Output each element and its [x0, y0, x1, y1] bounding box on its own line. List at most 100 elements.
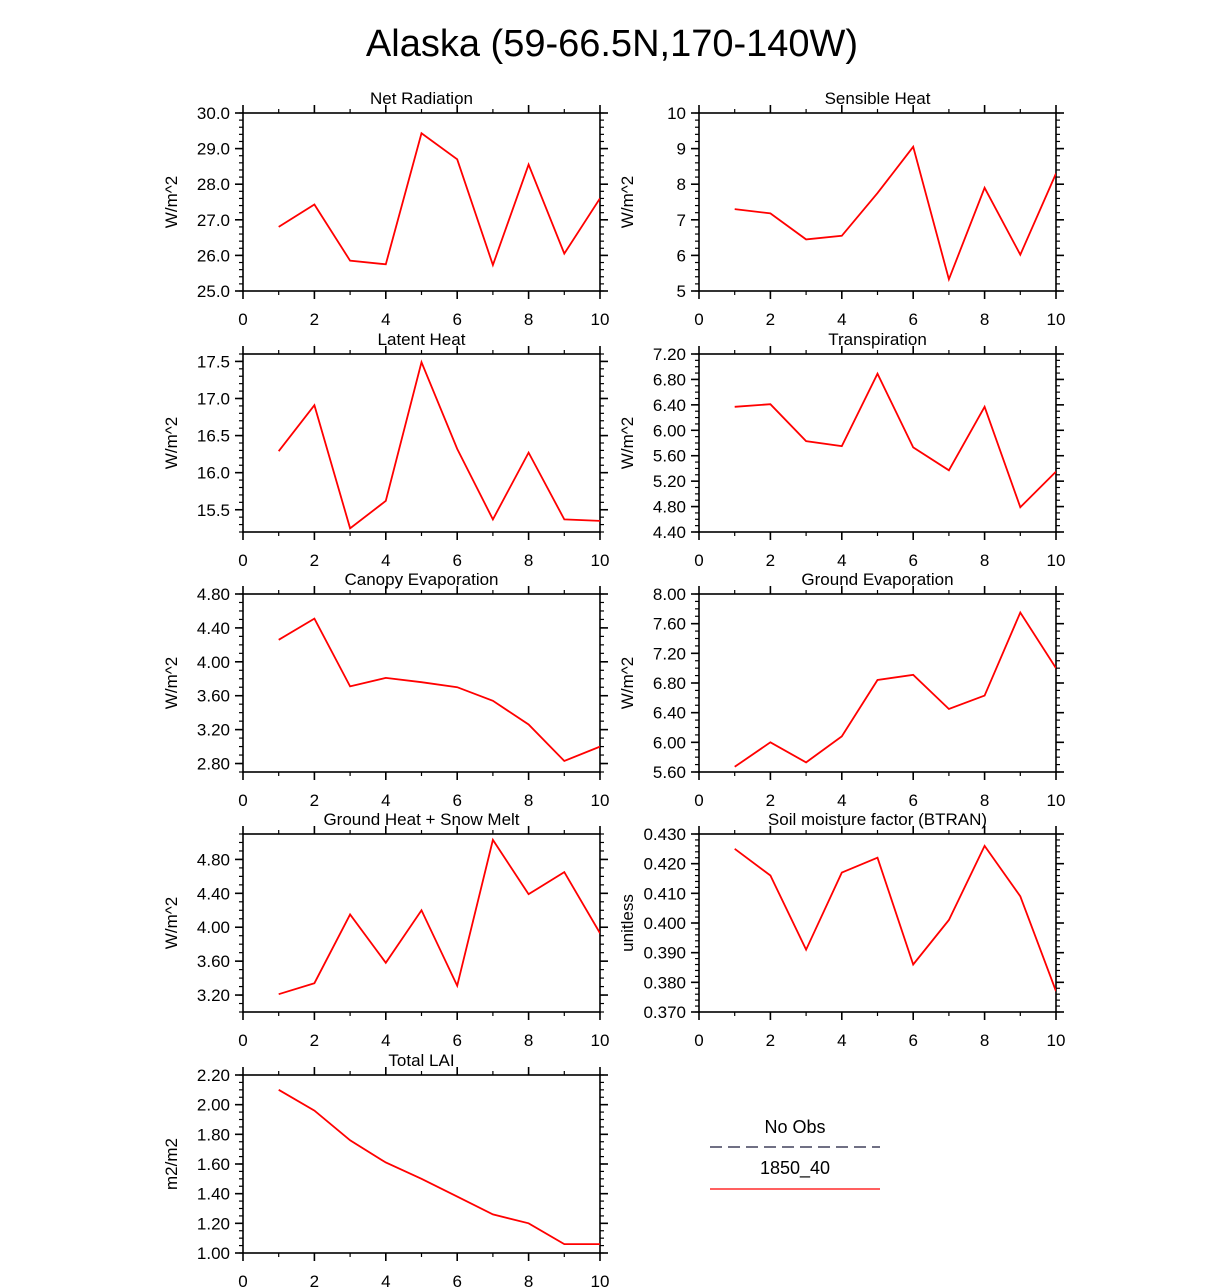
y-tick-label: 7.20: [653, 345, 686, 364]
x-tick-label: 2: [766, 791, 775, 810]
panel-ground-heat-snow-melt: Ground Heat + Snow Melt W/m^2 3.20 3.60 4.00…: [162, 810, 609, 1050]
y-tick-label: 10: [667, 104, 686, 123]
y-tick-label: 5.60: [653, 763, 686, 782]
x-tick-label: 0: [694, 791, 703, 810]
panel-sensible-heat: Sensible Heat W/m^2 5 6 7 8 9 10 0 2 4 6 8 10: [618, 89, 1065, 329]
y-tick-label: 0.380: [643, 973, 686, 992]
x-tick-label: 10: [591, 1031, 610, 1050]
y-tick-label: 6.80: [653, 674, 686, 693]
plot-frame: [698, 833, 1057, 1013]
x-tick-label: 10: [1047, 310, 1066, 329]
y-tick-label: 29.0: [197, 140, 230, 159]
y-tick-label: 0.390: [643, 944, 686, 963]
x-tick-label: 4: [837, 791, 846, 810]
y-tick-label: 1.00: [197, 1244, 230, 1263]
series-line-1850_40: [278, 617, 600, 763]
y-tick-label: 0.410: [643, 884, 686, 903]
x-tick-label: 8: [524, 310, 533, 329]
x-tick-label: 6: [908, 1031, 917, 1050]
x-tick-label: 6: [908, 551, 917, 570]
x-tick-label: 10: [591, 551, 610, 570]
y-tick-label: 4.40: [653, 523, 686, 542]
x-tick-label: 6: [452, 551, 461, 570]
y-tick-label: 4.80: [197, 585, 230, 604]
x-tick-label: 6: [908, 310, 917, 329]
y-tick-label: 3.20: [197, 721, 230, 740]
x-tick-label: 2: [310, 310, 319, 329]
y-tick-label: 1.40: [197, 1185, 230, 1204]
y-tick-label: 5: [677, 282, 686, 301]
x-tick-label: 6: [452, 1272, 461, 1288]
y-tick-label: 1.20: [197, 1214, 230, 1233]
panel-title: Latent Heat: [378, 330, 466, 349]
x-tick-label: 2: [310, 1272, 319, 1288]
y-tick-label: 9: [677, 140, 686, 159]
x-tick-label: 2: [310, 551, 319, 570]
x-tick-label: 4: [837, 551, 846, 570]
series-line-1850_40: [278, 1089, 600, 1245]
series-line-1850_40: [278, 837, 600, 996]
x-tick-label: 8: [980, 551, 989, 570]
panel-net-radiation: Net Radiation W/m^2 25.0 26.0 27.0 28.0 29.0 30…: [162, 89, 609, 329]
x-tick-label: 8: [524, 551, 533, 570]
y-axis-label: W/m^2: [618, 657, 637, 709]
series-line-1850_40: [278, 131, 600, 268]
y-tick-label: 17.0: [197, 390, 230, 409]
x-tick-label: 10: [591, 1272, 610, 1288]
x-tick-label: 2: [310, 1031, 319, 1050]
y-tick-label: 4.00: [197, 918, 230, 937]
x-tick-label: 4: [837, 310, 846, 329]
y-tick-label: 30.0: [197, 104, 230, 123]
y-tick-label: 2.00: [197, 1096, 230, 1115]
x-tick-label: 0: [694, 1031, 703, 1050]
figure-title: Alaska (59-66.5N,170-140W): [366, 23, 858, 65]
y-axis-label: unitless: [618, 894, 637, 952]
y-tick-label: 0.400: [643, 914, 686, 933]
y-axis-label: W/m^2: [162, 417, 181, 469]
series-line-1850_40: [734, 610, 1056, 768]
x-tick-label: 0: [238, 1031, 247, 1050]
x-tick-label: 0: [238, 310, 247, 329]
x-tick-label: 6: [908, 791, 917, 810]
panel-title: Ground Heat + Snow Melt: [323, 810, 519, 829]
panel-latent-heat: Latent Heat W/m^2 15.5 16.0 16.5 17.0 17.5 0 2 4 6…: [162, 330, 609, 570]
x-tick-label: 4: [381, 1031, 390, 1050]
plot-frame: [242, 353, 601, 533]
panel-transpiration: Transpiration W/m^2 4.40 4.80 5.20 5.60 6.00 6.…: [618, 330, 1065, 570]
panel-soil-moisture-factor: Soil moisture factor (BTRAN) unitless 0.37…: [618, 810, 1065, 1050]
panel-title: Total LAI: [388, 1051, 454, 1070]
series-line-1850_40: [277, 359, 600, 530]
x-tick-label: 10: [1047, 791, 1066, 810]
panel-title: Canopy Evaporation: [344, 570, 498, 589]
plot-frame: [698, 112, 1057, 292]
y-axis-label: W/m^2: [162, 657, 181, 709]
y-tick-label: 16.5: [197, 427, 230, 446]
y-tick-label: 7.60: [653, 615, 686, 634]
y-tick-label: 1.60: [197, 1155, 230, 1174]
x-tick-label: 0: [694, 551, 703, 570]
x-tick-label: 8: [524, 791, 533, 810]
y-tick-label: 1.80: [197, 1125, 230, 1144]
y-tick-label: 5.60: [653, 447, 686, 466]
x-tick-label: 2: [310, 791, 319, 810]
y-tick-label: 6.00: [653, 733, 686, 752]
x-tick-label: 4: [837, 1031, 846, 1050]
x-tick-label: 0: [238, 551, 247, 570]
y-tick-label: 0.420: [643, 855, 686, 874]
series-line-1850_40: [734, 371, 1056, 509]
x-tick-label: 8: [980, 1031, 989, 1050]
y-tick-label: 2.20: [197, 1066, 230, 1085]
y-tick-label: 3.60: [197, 952, 230, 971]
y-tick-label: 6: [677, 246, 686, 265]
y-tick-label: 4.80: [197, 850, 230, 869]
y-tick-label: 0.370: [643, 1003, 686, 1022]
x-tick-label: 8: [524, 1031, 533, 1050]
plot-frame: [698, 353, 1057, 533]
x-tick-label: 6: [452, 1031, 461, 1050]
x-tick-label: 4: [381, 551, 390, 570]
y-tick-label: 6.40: [653, 396, 686, 415]
x-tick-label: 2: [766, 551, 775, 570]
panel-title: Net Radiation: [370, 89, 473, 108]
y-tick-label: 0.430: [643, 825, 686, 844]
